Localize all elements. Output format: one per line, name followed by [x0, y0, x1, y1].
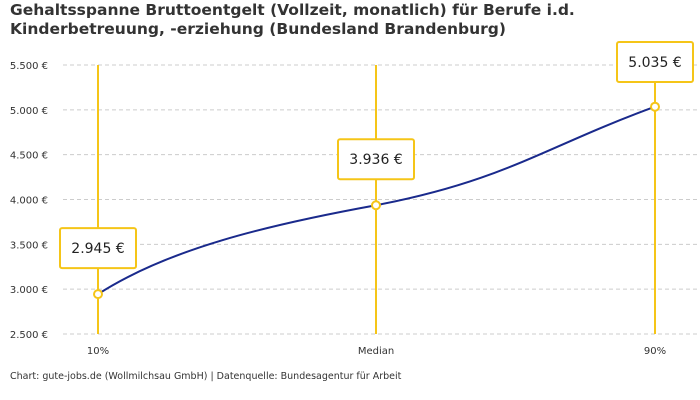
- y-tick-label: 4.500 €: [10, 151, 48, 162]
- y-tick-label: 5.000 €: [10, 106, 48, 117]
- data-point: [650, 101, 660, 112]
- y-tick-label: 3.500 €: [10, 240, 48, 251]
- data-label-box: [59, 227, 137, 270]
- data-label-box: [337, 138, 415, 181]
- data-point: [93, 289, 103, 300]
- x-tick-label: 10%: [87, 346, 109, 357]
- y-tick-label: 3.000 €: [10, 285, 48, 296]
- chart-source: Chart: gute-jobs.de (Wollmilchsau GmbH) …: [10, 371, 402, 382]
- data-label: 5.035 €: [628, 55, 681, 71]
- chart-title: Gehaltsspanne Bruttoentgelt (Vollzeit, m…: [10, 1, 575, 38]
- y-tick-label: 5.500 €: [10, 61, 48, 72]
- data-label-box: [616, 41, 694, 83]
- x-tick-label: Median: [358, 346, 394, 357]
- y-tick-label: 2.500 €: [10, 330, 48, 341]
- data-label: 3.936 €: [349, 152, 402, 168]
- x-tick-label: 90%: [644, 346, 666, 357]
- data-label: 2.945 €: [71, 241, 124, 257]
- y-tick-label: 4.000 €: [10, 196, 48, 207]
- data-point: [371, 200, 381, 211]
